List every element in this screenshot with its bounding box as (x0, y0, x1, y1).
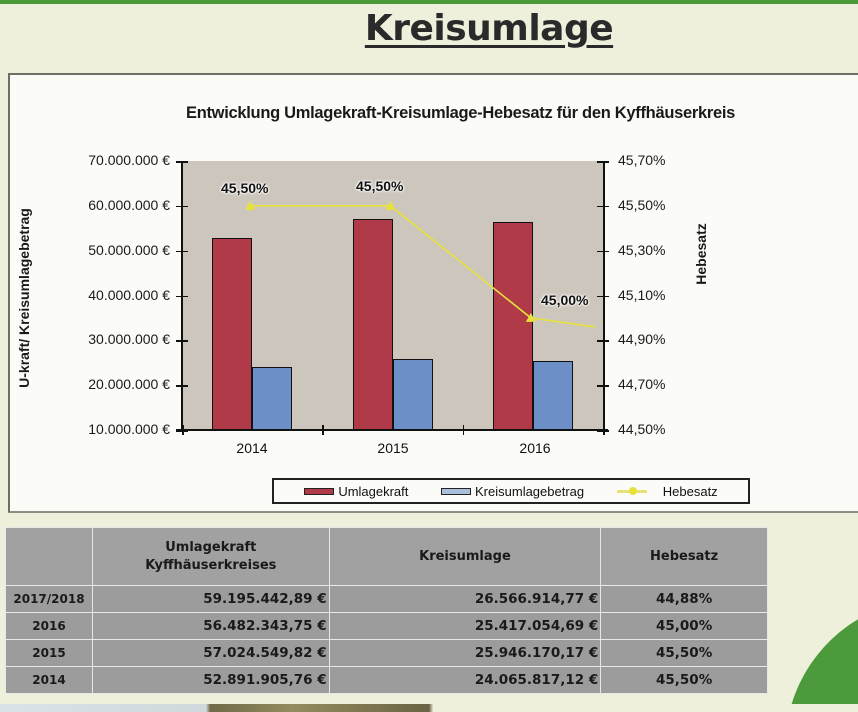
x-tick-label: 2015 (377, 440, 409, 456)
table-cell-hebesatz: 45,00% (600, 612, 768, 640)
table-cell-umlagekraft: 52.891.905,76 € (91, 666, 330, 694)
page-title: Kreisumlage (364, 8, 614, 49)
table-header-empty (5, 527, 93, 586)
table-cell-kreisumlage: 24.065.817,12 € (328, 666, 602, 694)
y-axis-left (181, 161, 183, 431)
table-cell-year: 2015 (5, 639, 93, 667)
table-cell-kreisumlage: 25.417.054,69 € (328, 612, 602, 640)
y-axis-title-right: Hebesatz (693, 223, 709, 285)
data-label: 45,50% (356, 178, 404, 194)
y2-tick-label: 45,50% (618, 197, 666, 213)
y-tick-label: 70.000.000 € (88, 152, 170, 168)
bar-kreisumlagebetrag (252, 366, 293, 430)
x-tick-label: 2016 (519, 440, 551, 456)
y-tick-label: 10.000.000 € (88, 421, 170, 437)
table-cell-hebesatz: 45,50% (600, 666, 768, 694)
table-cell-year: 2016 (5, 612, 93, 640)
legend-item-hebesatz: Hebesatz (616, 483, 718, 499)
legend-label: Umlagekraft (338, 483, 409, 499)
bar-kreisumlagebetrag (532, 360, 573, 430)
y2-tick-label: 44,50% (618, 421, 666, 437)
y-tick-label: 30.000.000 € (88, 331, 170, 347)
chart-legend: Umlagekraft Kreisumlagebetrag Hebesatz (272, 478, 750, 504)
legend-item-kreisumlagebetrag: Kreisumlagebetrag (441, 484, 584, 499)
table-row: 2014 52.891.905,76 € 24.065.817,12 € 45,… (5, 666, 768, 694)
y2-tick-label: 45,10% (618, 287, 666, 303)
bar-umlagekraft (492, 221, 533, 430)
table-cell-kreisumlage: 26.566.914,77 € (328, 585, 602, 613)
data-label: 45,50% (221, 180, 269, 196)
chart-title: Entwicklung Umlagekraft-Kreisumlage-Hebe… (186, 104, 736, 122)
y-tick-label: 20.000.000 € (88, 376, 170, 392)
table-row: 2017/2018 59.195.442,89 € 26.566.914,77 … (5, 585, 768, 613)
y2-tick-label: 45,70% (618, 152, 666, 168)
data-table: Umlagekraft Kyffhäuserkreises Kreisumlage… (5, 527, 768, 694)
x-tick-label: 2014 (236, 440, 268, 456)
table-header-umlagekraft: Umlagekraft Kyffhäuserkreises (91, 527, 330, 586)
data-label: 45,00% (541, 292, 589, 308)
legend-swatch-red (304, 487, 335, 495)
bar-umlagekraft (352, 219, 393, 430)
table-cell-hebesatz: 44,88% (600, 585, 768, 613)
table-cell-kreisumlage: 25.946.170,17 € (328, 639, 602, 667)
y-tick-label: 60.000.000 € (88, 197, 170, 213)
table-cell-year: 2017/2018 (5, 585, 93, 613)
table-header-kreisumlage: Kreisumlage (328, 527, 602, 586)
top-accent-strip (0, 0, 858, 4)
table-header-row: Umlagekraft Kyffhäuserkreises Kreisumlage… (5, 527, 768, 586)
y2-tick-label: 44,90% (618, 331, 666, 347)
table-cell-umlagekraft: 59.195.442,89 € (91, 585, 330, 613)
bar-umlagekraft (212, 237, 253, 430)
table-header-hebesatz: Hebesatz (600, 527, 768, 586)
bar-kreisumlagebetrag (392, 358, 433, 430)
table-cell-umlagekraft: 56.482.343,75 € (91, 612, 330, 640)
y-tick-label: 40.000.000 € (88, 287, 170, 303)
decorative-photo-strip (0, 704, 858, 712)
table-row: 2015 57.024.549,82 € 25.946.170,17 € 45,… (5, 639, 768, 667)
legend-label: Hebesatz (662, 483, 718, 499)
table-cell-umlagekraft: 57.024.549,82 € (91, 639, 330, 667)
table-row: 2016 56.482.343,75 € 25.417.054,69 € 45,… (5, 612, 768, 640)
table-cell-year: 2014 (5, 666, 93, 694)
y-axis-right (603, 161, 605, 431)
legend-swatch-blue (441, 487, 472, 495)
y-tick-label: 50.000.000 € (88, 242, 170, 258)
legend-swatch-line (616, 486, 647, 495)
x-axis (176, 429, 608, 431)
y2-tick-label: 45,30% (618, 242, 666, 258)
decorative-green-shape (785, 598, 858, 712)
legend-item-umlagekraft: Umlagekraft (304, 484, 408, 499)
legend-label: Kreisumlagebetrag (475, 483, 585, 499)
table-cell-hebesatz: 45,50% (600, 639, 768, 667)
y2-tick-label: 44,70% (618, 376, 666, 392)
